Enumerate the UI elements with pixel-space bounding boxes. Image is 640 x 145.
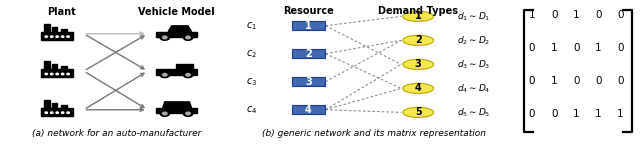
Text: Plant: Plant (47, 7, 76, 17)
Text: 0: 0 (595, 10, 602, 20)
Circle shape (61, 112, 64, 113)
Polygon shape (52, 27, 58, 32)
Polygon shape (61, 66, 67, 69)
Text: 1: 1 (551, 76, 557, 86)
Text: 1: 1 (415, 11, 422, 21)
Circle shape (45, 112, 47, 113)
Text: $d_3 \sim D_3$: $d_3 \sim D_3$ (457, 58, 490, 71)
Text: $d_4 \sim D_4$: $d_4 \sim D_4$ (457, 82, 490, 95)
Circle shape (403, 107, 434, 117)
Circle shape (56, 73, 58, 75)
Text: 2: 2 (305, 49, 312, 59)
Polygon shape (42, 69, 73, 77)
Text: 2: 2 (415, 35, 422, 45)
FancyBboxPatch shape (292, 21, 325, 30)
Text: 0: 0 (617, 43, 624, 53)
Text: (b) generic network and its matrix representation: (b) generic network and its matrix repre… (262, 129, 486, 138)
Circle shape (160, 35, 170, 40)
Circle shape (160, 72, 170, 78)
Circle shape (186, 74, 190, 76)
Text: 1: 1 (551, 43, 557, 53)
Text: 1: 1 (573, 109, 580, 119)
Text: 1: 1 (595, 43, 602, 53)
Text: 0: 0 (529, 76, 535, 86)
Text: $d_5 \sim D_5$: $d_5 \sim D_5$ (457, 106, 490, 119)
Text: 0: 0 (573, 76, 579, 86)
Polygon shape (163, 102, 191, 108)
Text: 0: 0 (529, 43, 535, 53)
Circle shape (45, 73, 47, 75)
Circle shape (67, 112, 69, 113)
Polygon shape (44, 61, 49, 69)
Circle shape (403, 35, 434, 45)
Circle shape (67, 36, 69, 37)
Polygon shape (156, 32, 197, 37)
Text: $c_{4}$: $c_{4}$ (246, 104, 257, 116)
Circle shape (56, 112, 58, 113)
Circle shape (45, 36, 47, 37)
Circle shape (163, 112, 167, 115)
Text: 0: 0 (617, 10, 624, 20)
Text: Resource: Resource (283, 6, 334, 16)
Text: 5: 5 (415, 107, 422, 117)
Circle shape (160, 111, 170, 116)
Text: 1: 1 (529, 10, 535, 20)
Circle shape (51, 36, 53, 37)
Text: 0: 0 (551, 109, 557, 119)
Text: 4: 4 (305, 105, 312, 115)
Text: 0: 0 (529, 109, 535, 119)
FancyBboxPatch shape (292, 77, 325, 86)
Polygon shape (42, 108, 73, 116)
Polygon shape (44, 100, 49, 108)
Circle shape (51, 112, 53, 113)
FancyBboxPatch shape (292, 105, 325, 114)
Text: (a) network for an auto-manufacturer: (a) network for an auto-manufacturer (32, 129, 202, 138)
Text: Demand Types: Demand Types (378, 6, 458, 16)
Text: $c_{3}$: $c_{3}$ (246, 76, 257, 88)
Polygon shape (42, 32, 73, 40)
Text: 4: 4 (415, 83, 422, 93)
Text: 0: 0 (595, 76, 602, 86)
Text: 3: 3 (415, 59, 422, 69)
Circle shape (61, 36, 64, 37)
Circle shape (183, 111, 193, 116)
Text: 0: 0 (617, 76, 624, 86)
Circle shape (51, 73, 53, 75)
Text: 3: 3 (305, 77, 312, 87)
Polygon shape (156, 108, 197, 113)
Text: 1: 1 (595, 109, 602, 119)
Text: $c_{2}$: $c_{2}$ (246, 48, 257, 60)
Circle shape (56, 36, 58, 37)
Circle shape (61, 73, 64, 75)
Circle shape (403, 11, 434, 21)
Polygon shape (168, 26, 191, 32)
Text: 1: 1 (617, 109, 624, 119)
Polygon shape (177, 64, 193, 69)
Polygon shape (52, 64, 58, 69)
Polygon shape (52, 103, 58, 108)
Text: 0: 0 (551, 10, 557, 20)
Circle shape (186, 36, 190, 39)
FancyBboxPatch shape (292, 49, 325, 58)
Text: 0: 0 (573, 43, 579, 53)
Circle shape (403, 59, 434, 69)
Polygon shape (156, 69, 197, 75)
Polygon shape (61, 29, 67, 32)
Circle shape (163, 36, 167, 39)
Polygon shape (44, 24, 49, 32)
Text: $c_{1}$: $c_{1}$ (246, 20, 257, 32)
Circle shape (183, 35, 193, 40)
Circle shape (186, 112, 190, 115)
Circle shape (67, 73, 69, 75)
Text: 1: 1 (573, 10, 580, 20)
Text: 1: 1 (305, 21, 312, 31)
Text: Vehicle Model: Vehicle Model (138, 7, 215, 17)
Text: $d_1 \sim D_1$: $d_1 \sim D_1$ (457, 10, 490, 23)
Circle shape (183, 72, 193, 78)
Circle shape (163, 74, 167, 76)
Circle shape (403, 83, 434, 94)
Text: $d_2 \sim D_2$: $d_2 \sim D_2$ (457, 34, 490, 47)
Polygon shape (61, 105, 67, 108)
